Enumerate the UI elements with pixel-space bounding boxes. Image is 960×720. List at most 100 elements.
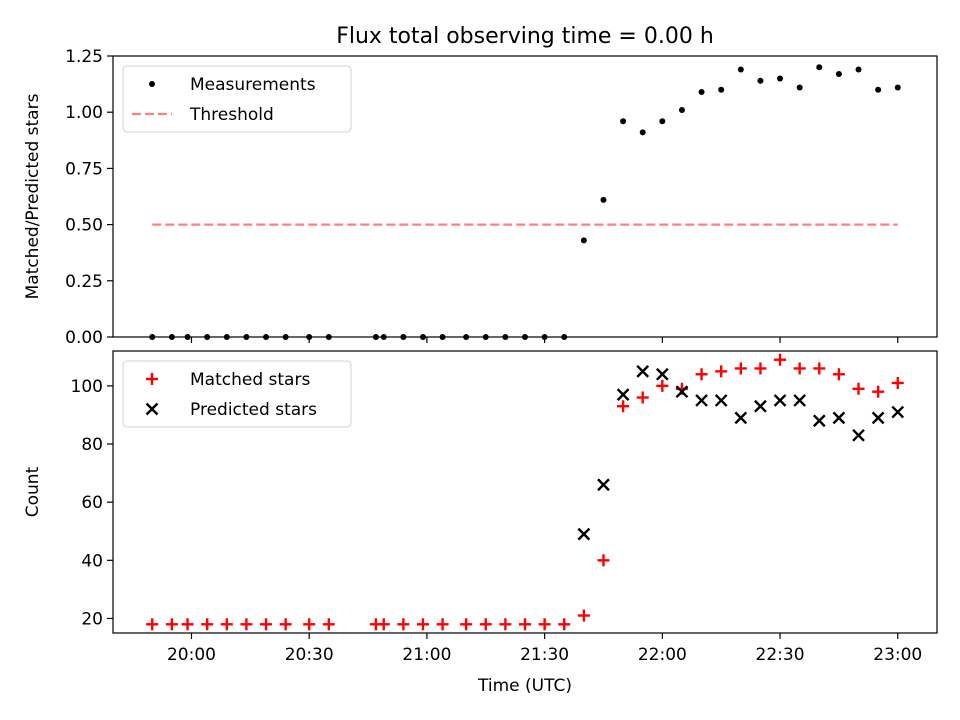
- predicted-star-marker: [773, 394, 787, 407]
- measurement-point: [263, 334, 270, 340]
- measurement-point: [855, 66, 862, 73]
- matched-star-marker: [519, 618, 531, 631]
- matched-star-marker: [479, 618, 492, 631]
- matched-star-marker: [416, 618, 429, 631]
- ratio-ytick-label: 0.50: [65, 216, 103, 236]
- matched-star-marker: [617, 400, 630, 413]
- predicted-star-marker-b: [891, 405, 905, 419]
- measurement-point: [875, 86, 882, 93]
- xtick-label: 23:00: [873, 645, 922, 665]
- predicted-star-marker-b: [616, 388, 630, 401]
- xtick-label: 20:30: [285, 645, 334, 665]
- predicted-star-marker: [793, 394, 807, 407]
- measurement-point: [482, 334, 489, 340]
- measurement-point: [698, 88, 705, 95]
- measurement-point: [639, 129, 646, 136]
- predicted-star-marker: [832, 411, 846, 425]
- count-ytick-label: 20: [81, 609, 103, 629]
- predicted-star-marker: [577, 527, 591, 541]
- measurement-point: [659, 118, 666, 125]
- measurement-point: [380, 334, 387, 340]
- legend-label: Matched stars: [190, 370, 310, 390]
- measurement-point: [600, 196, 607, 203]
- matched-star-marker: [181, 618, 194, 631]
- ratio-ytick-label: 0.00: [65, 328, 103, 348]
- predicted-star-marker: [754, 399, 767, 413]
- matched-star-marker: [436, 618, 449, 631]
- predicted-star-marker: [695, 394, 708, 407]
- legend-label: Measurements: [190, 75, 316, 95]
- matched-star-marker: [460, 618, 473, 631]
- predicted-star-marker-b: [636, 365, 650, 378]
- matched-star-marker: [597, 554, 610, 567]
- measurement-point: [439, 334, 446, 340]
- matched-star-marker: [397, 618, 410, 631]
- matched-star-marker: [165, 618, 178, 631]
- xtick-label: 21:00: [402, 645, 451, 665]
- predicted-star-marker: [714, 394, 728, 407]
- matched-star-marker: [636, 391, 649, 404]
- predicted-star-marker: [597, 478, 610, 492]
- matched-star-marker: [558, 618, 571, 631]
- matched-star-marker: [303, 618, 316, 631]
- predicted-star-marker: [812, 414, 826, 428]
- measurement-point: [737, 66, 744, 73]
- matched-star-marker: [754, 362, 767, 375]
- count-y-axis-label: Count: [23, 466, 43, 517]
- predicted-star-marker: [852, 428, 865, 442]
- matched-star-marker: [279, 618, 292, 631]
- count-ytick-label: 40: [81, 551, 103, 571]
- matched-star-marker: [813, 362, 826, 375]
- predicted-star-marker-b: [577, 527, 591, 541]
- predicted-star-marker: [891, 405, 905, 419]
- legend-label: Predicted stars: [190, 400, 317, 420]
- matched-star-marker: [793, 362, 806, 375]
- measurement-point: [757, 77, 764, 84]
- matched-star-marker: [715, 365, 728, 378]
- measurement-point: [894, 84, 901, 91]
- x-axis-label: Time (UTC): [477, 676, 572, 696]
- xtick-label: 21:30: [520, 645, 569, 665]
- chart-title: Flux total observing time = 0.00 h: [336, 24, 714, 49]
- predicted-star-marker-b: [832, 411, 846, 425]
- matched-star-marker: [499, 618, 512, 631]
- legend-measurement-swatch: [149, 81, 155, 87]
- matched-star-marker: [322, 618, 335, 631]
- measurement-point: [678, 106, 685, 113]
- matched-star-marker: [577, 609, 590, 622]
- measurement-point: [204, 334, 211, 340]
- predicted-star-marker-b: [655, 367, 669, 381]
- predicted-star-marker-b: [734, 411, 748, 425]
- count-series: [577, 365, 905, 541]
- legend-label: Threshold: [189, 105, 274, 125]
- predicted-star-marker-b: [793, 394, 807, 407]
- predicted-star-marker-b: [773, 394, 787, 407]
- measurement-point: [223, 334, 230, 340]
- predicted-star-marker-b: [871, 411, 885, 425]
- measurement-point: [306, 334, 313, 340]
- xtick-label: 22:00: [638, 645, 687, 665]
- predicted-star-marker: [616, 388, 630, 401]
- measurement-point: [243, 334, 250, 340]
- matched-star-marker: [832, 368, 845, 381]
- xtick-label: 20:00: [167, 645, 216, 665]
- matched-star-marker: [695, 368, 708, 381]
- matched-star-marker: [201, 618, 214, 631]
- matched-star-marker: [240, 618, 253, 631]
- matched-star-marker: [146, 618, 159, 631]
- predicted-star-marker-b: [852, 428, 865, 442]
- matched-star-marker: [260, 618, 273, 631]
- measurement-point: [541, 334, 548, 340]
- measurement-point: [718, 86, 725, 93]
- predicted-star-marker: [871, 411, 885, 425]
- count-panel: 20 40 60 80 100 20:00 20:30 21:00 21:30 22:00 22:3…: [23, 350, 938, 665]
- matched-star-marker: [377, 618, 390, 631]
- predicted-star-marker: [655, 367, 669, 381]
- count-legend: Matched stars Predicted stars: [122, 360, 352, 428]
- measurement-point: [816, 64, 823, 71]
- measurement-point: [620, 118, 627, 125]
- count-legend-box: [122, 360, 352, 428]
- matched-star-marker: [220, 618, 233, 631]
- matched-star-marker: [538, 618, 551, 631]
